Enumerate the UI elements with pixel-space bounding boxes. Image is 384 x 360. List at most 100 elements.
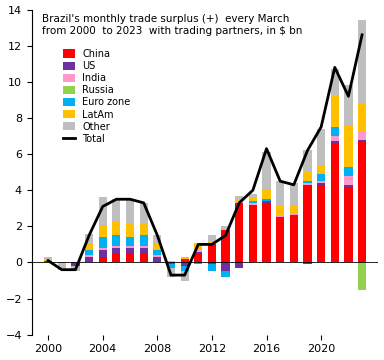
- Bar: [208, 262, 216, 264]
- Bar: [126, 237, 134, 246]
- Bar: [44, 257, 52, 259]
- Bar: [208, 244, 216, 262]
- Bar: [276, 181, 284, 207]
- Bar: [331, 141, 339, 143]
- Bar: [153, 261, 161, 262]
- Bar: [303, 183, 311, 185]
- Bar: [331, 96, 339, 127]
- Bar: [222, 262, 230, 271]
- Bar: [112, 235, 121, 246]
- Bar: [317, 183, 325, 185]
- Bar: [235, 199, 243, 201]
- Bar: [112, 253, 121, 262]
- Bar: [317, 181, 325, 183]
- Bar: [167, 261, 175, 262]
- Bar: [249, 197, 257, 201]
- Bar: [167, 262, 175, 264]
- Bar: [180, 271, 189, 280]
- Bar: [331, 143, 339, 262]
- Bar: [126, 246, 134, 248]
- Bar: [303, 262, 311, 264]
- Bar: [194, 250, 202, 252]
- Bar: [126, 199, 134, 223]
- Bar: [180, 262, 189, 266]
- Bar: [222, 271, 230, 277]
- Bar: [249, 194, 257, 197]
- Bar: [112, 246, 121, 248]
- Bar: [262, 152, 271, 190]
- Bar: [167, 264, 175, 268]
- Bar: [303, 185, 311, 262]
- Bar: [344, 167, 353, 176]
- Bar: [290, 216, 298, 262]
- Text: Brazil's monthly trade surplus (+)  every March
from 2000  to 2023  with trading: Brazil's monthly trade surplus (+) every…: [42, 14, 303, 36]
- Bar: [262, 203, 271, 262]
- Bar: [99, 225, 107, 237]
- Bar: [112, 199, 121, 221]
- Bar: [262, 190, 271, 199]
- Legend: China, US, India, Russia, Euro zone, LatAm, Other, Total: China, US, India, Russia, Euro zone, Lat…: [61, 47, 132, 146]
- Bar: [290, 214, 298, 216]
- Bar: [140, 235, 148, 246]
- Bar: [208, 241, 216, 244]
- Bar: [99, 257, 107, 262]
- Bar: [331, 136, 339, 141]
- Bar: [85, 261, 93, 262]
- Bar: [153, 255, 161, 257]
- Bar: [167, 268, 175, 277]
- Bar: [194, 243, 202, 250]
- Bar: [317, 129, 325, 165]
- Bar: [317, 165, 325, 174]
- Bar: [71, 266, 79, 271]
- Bar: [249, 204, 257, 262]
- Bar: [235, 201, 243, 203]
- Bar: [194, 252, 202, 253]
- Bar: [317, 174, 325, 181]
- Bar: [153, 243, 161, 250]
- Bar: [44, 259, 52, 261]
- Bar: [358, 262, 366, 289]
- Bar: [153, 235, 161, 243]
- Bar: [208, 264, 216, 271]
- Bar: [99, 250, 107, 257]
- Bar: [290, 204, 298, 214]
- Bar: [344, 176, 353, 185]
- Bar: [358, 21, 366, 103]
- Bar: [153, 250, 161, 255]
- Bar: [276, 216, 284, 217]
- Bar: [140, 223, 148, 235]
- Bar: [180, 266, 189, 271]
- Bar: [222, 226, 230, 230]
- Bar: [71, 262, 79, 266]
- Bar: [235, 195, 243, 199]
- Bar: [358, 140, 366, 141]
- Bar: [249, 201, 257, 203]
- Bar: [85, 255, 93, 257]
- Bar: [140, 203, 148, 223]
- Bar: [331, 69, 339, 96]
- Bar: [290, 183, 298, 204]
- Bar: [126, 248, 134, 253]
- Bar: [344, 85, 353, 125]
- Bar: [85, 250, 93, 255]
- Bar: [358, 131, 366, 140]
- Bar: [235, 203, 243, 262]
- Bar: [112, 221, 121, 235]
- Bar: [358, 103, 366, 131]
- Bar: [112, 248, 121, 253]
- Bar: [44, 261, 52, 262]
- Bar: [194, 262, 202, 264]
- Bar: [99, 237, 107, 248]
- Bar: [85, 234, 93, 243]
- Bar: [58, 262, 66, 270]
- Bar: [344, 125, 353, 167]
- Bar: [153, 257, 161, 261]
- Bar: [303, 172, 311, 181]
- Bar: [331, 127, 339, 136]
- Bar: [99, 197, 107, 225]
- Bar: [126, 223, 134, 237]
- Bar: [303, 181, 311, 183]
- Bar: [140, 253, 148, 262]
- Bar: [262, 201, 271, 203]
- Bar: [303, 150, 311, 172]
